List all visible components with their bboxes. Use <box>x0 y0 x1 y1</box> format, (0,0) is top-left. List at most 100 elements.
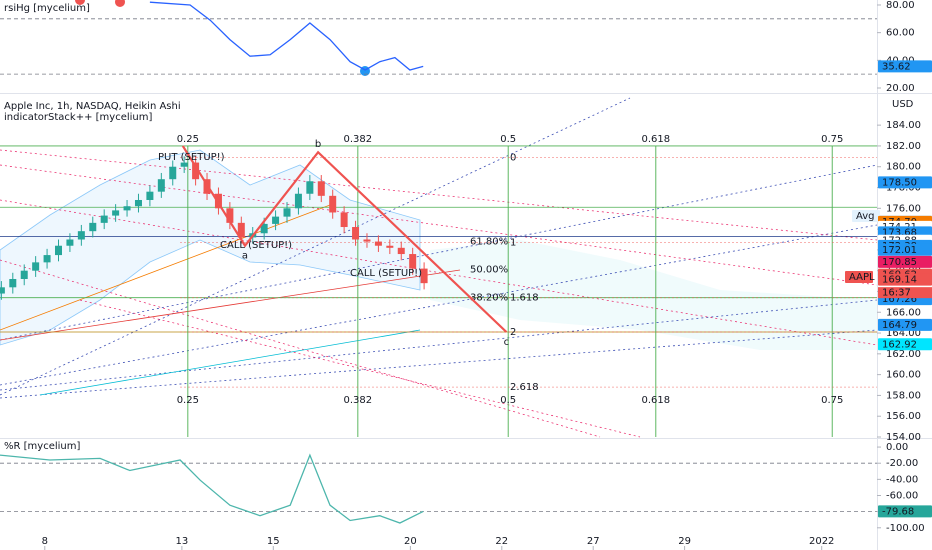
last-value-tag-label: 35.62 <box>882 61 911 72</box>
candle-body <box>363 239 371 242</box>
trend-line <box>0 204 331 331</box>
y-tick-label: 160.00 <box>886 370 921 381</box>
candle-body <box>420 268 428 284</box>
candle-body <box>54 245 62 256</box>
candle-body <box>386 245 394 248</box>
price-tag-label: 162.92 <box>882 339 917 350</box>
time-zone-label: 0.5 <box>500 134 516 145</box>
price-tag <box>878 338 932 351</box>
side-label <box>845 271 873 283</box>
pattern-label: b <box>315 139 321 150</box>
y-tick-label: 184.00 <box>886 120 921 131</box>
trend-line <box>0 97 631 396</box>
time-zone-label: 0.382 <box>344 395 373 406</box>
decorations <box>0 0 878 438</box>
time-zone-label: 0.618 <box>641 134 670 145</box>
candle-body <box>9 278 17 288</box>
candle-body <box>294 193 302 209</box>
price-tag-label: 170.85 <box>882 257 917 268</box>
x-tick-label: 13 <box>176 536 189 547</box>
x-tick-label: 15 <box>267 536 280 547</box>
price-tag-label: 173.68 <box>882 227 917 238</box>
time-zone-label: 0.25 <box>177 395 199 406</box>
candle-body <box>43 255 51 263</box>
trend-line <box>0 224 878 386</box>
rsi-title: rsiHg [mycelium] <box>4 3 90 14</box>
x-tick-label: 29 <box>678 536 691 547</box>
time-zone-label: 0.382 <box>344 134 373 145</box>
candle-body <box>32 262 40 271</box>
x-tick-label: 20 <box>404 536 417 547</box>
time-zone-label: 0.618 <box>641 395 670 406</box>
candle-body <box>89 222 97 232</box>
harmonic-pattern <box>181 145 508 333</box>
candle-body <box>0 287 5 294</box>
candle-body <box>226 208 234 223</box>
trend-line <box>0 299 878 391</box>
candle-body <box>340 212 348 228</box>
trend-line <box>0 259 601 438</box>
candle-body <box>180 162 188 167</box>
time-zone-label: 0.75 <box>821 134 843 145</box>
candle-body <box>77 231 85 240</box>
price-tag <box>878 176 932 189</box>
fib-percent-label: 50.00% <box>470 265 508 276</box>
price-tag-label: 172.01 <box>882 245 917 256</box>
signal-label: CALL (SETUP!) <box>350 268 422 279</box>
signal-label: CALL (SETUP!) <box>220 240 292 251</box>
pattern-label: a <box>242 251 248 262</box>
x-tick-label: 8 <box>42 536 48 547</box>
fib-percent-label: 38.20% <box>470 293 508 304</box>
price-tag <box>878 273 932 286</box>
side-label-label: Avg <box>856 211 875 222</box>
candle-body <box>66 239 74 246</box>
candle-body <box>20 270 28 279</box>
candle-body <box>272 216 280 224</box>
candle-body <box>409 254 417 269</box>
currency: USD <box>892 99 914 110</box>
fib-label: 1 <box>510 238 516 249</box>
trend-line <box>39 329 421 396</box>
price-tag <box>878 243 932 256</box>
y-tick-label: 182.00 <box>886 141 921 152</box>
willr-title: %R [mycelium] <box>4 441 80 452</box>
side-label-label: AAPL <box>849 272 875 283</box>
trend-line <box>0 164 878 341</box>
price-tag <box>878 318 932 331</box>
cloud <box>430 240 877 350</box>
fib-label: 2 <box>510 327 516 338</box>
candle-body <box>397 247 405 255</box>
trend-line <box>0 199 878 346</box>
trend-line <box>0 329 878 399</box>
y-tick-label: -100.00 <box>886 523 925 534</box>
candle-body <box>352 227 360 240</box>
fib-label: 2.618 <box>510 382 539 393</box>
last-value-tag <box>878 60 932 73</box>
y-tick-label: 166.00 <box>886 307 921 318</box>
candle-body <box>112 210 120 216</box>
price-tag <box>878 255 932 268</box>
y-tick-label: -40.00 <box>886 474 918 485</box>
candle-body <box>260 223 268 234</box>
y-tick-label: -20.00 <box>886 458 918 469</box>
y-tick-label: -60.00 <box>886 491 918 502</box>
trend-line <box>0 269 461 341</box>
time-zone-label: 0.5 <box>500 395 516 406</box>
y-tick-label: 164.00 <box>886 328 921 339</box>
price-tag-label: 178.50 <box>882 177 917 188</box>
y-tick-label: 80.00 <box>886 0 915 11</box>
price-tag-label: 167.26 <box>882 294 917 305</box>
candle-body <box>306 181 314 194</box>
price-tag-label: 169.14 <box>882 275 917 286</box>
candle-body <box>169 166 177 180</box>
candle-body <box>100 215 108 223</box>
y-tick-label: 154.00 <box>886 432 921 443</box>
main-title: Apple Inc, 1h, NASDAQ, Heikin Ashi <box>4 101 181 112</box>
y-tick-label: 158.00 <box>886 390 921 401</box>
countdown: 16:37 <box>882 288 911 299</box>
last-value-tag <box>878 505 932 518</box>
y-tick-label: 162.00 <box>886 349 921 360</box>
y-tick-label: 156.00 <box>886 411 921 422</box>
